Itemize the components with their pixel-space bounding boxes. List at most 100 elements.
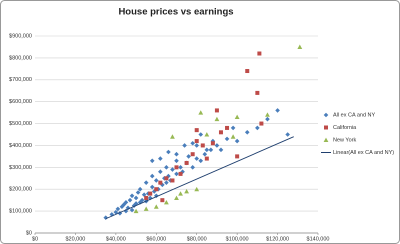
point xyxy=(143,206,149,211)
chart-title: House prices vs earnings xyxy=(118,7,233,18)
legend-label: Linear(All ex CA and NY) xyxy=(333,150,394,156)
point xyxy=(255,90,260,95)
point xyxy=(133,201,139,206)
point xyxy=(182,143,187,148)
point xyxy=(198,110,204,115)
point xyxy=(194,139,199,144)
point xyxy=(123,200,129,205)
point xyxy=(135,190,141,195)
point xyxy=(158,169,163,175)
point xyxy=(113,209,119,215)
point xyxy=(174,195,179,200)
point xyxy=(166,149,171,155)
point xyxy=(297,44,303,49)
point xyxy=(234,114,240,119)
y-tick-label: $100,000 xyxy=(9,209,32,215)
point xyxy=(265,116,270,122)
y-tick-label: $0 xyxy=(26,230,32,236)
legend-label: All ex CA and NY xyxy=(333,112,376,118)
y-tick-label: $600,000 xyxy=(9,99,32,105)
point xyxy=(204,132,210,137)
point xyxy=(214,116,220,122)
point xyxy=(115,206,121,212)
point xyxy=(200,143,205,148)
point xyxy=(259,121,264,126)
point xyxy=(129,193,135,199)
point xyxy=(164,176,169,181)
point xyxy=(103,215,109,220)
x-tick-label: $100,000 xyxy=(226,236,249,242)
y-tick-label: $800,000 xyxy=(9,55,32,61)
point xyxy=(186,154,191,159)
point xyxy=(166,173,171,179)
legend-marker xyxy=(324,125,328,130)
point xyxy=(149,173,155,179)
legend-label: California xyxy=(333,125,357,131)
y-tick-label: $900,000 xyxy=(9,33,32,39)
point xyxy=(194,143,200,148)
point xyxy=(218,130,223,135)
point xyxy=(178,165,183,170)
point xyxy=(174,171,179,177)
point xyxy=(174,158,179,164)
point xyxy=(225,125,230,130)
point xyxy=(156,186,161,192)
point xyxy=(117,211,123,216)
x-tick-label: $40,000 xyxy=(106,236,126,242)
point xyxy=(174,165,179,170)
y-tick-label: $400,000 xyxy=(9,143,32,149)
point xyxy=(202,151,208,157)
x-tick-label: $140,000 xyxy=(307,236,330,242)
point xyxy=(133,195,139,201)
point xyxy=(158,156,163,161)
point xyxy=(285,132,290,137)
point xyxy=(234,138,240,144)
x-tick-label: $120,000 xyxy=(266,236,289,242)
point xyxy=(164,165,169,170)
point xyxy=(168,178,173,183)
point xyxy=(109,212,115,217)
point xyxy=(178,191,183,196)
point xyxy=(214,143,220,148)
legend-marker xyxy=(323,112,329,118)
y-tick-label: $300,000 xyxy=(9,165,32,171)
point xyxy=(190,140,195,146)
point xyxy=(214,108,219,113)
point xyxy=(210,141,215,146)
point xyxy=(174,151,179,157)
legend-label: New York xyxy=(333,137,356,143)
point xyxy=(204,156,209,161)
x-tick-label: $80,000 xyxy=(187,236,207,242)
point xyxy=(160,198,165,203)
point xyxy=(257,51,262,56)
point xyxy=(153,178,159,183)
x-tick-label: $0 xyxy=(32,236,38,242)
point xyxy=(129,207,135,213)
point xyxy=(143,180,149,185)
point xyxy=(153,193,159,199)
point xyxy=(170,178,175,183)
y-tick-label: $500,000 xyxy=(9,121,32,127)
point xyxy=(170,134,175,139)
point xyxy=(198,132,204,137)
point xyxy=(149,184,155,190)
point xyxy=(184,160,189,165)
y-tick-label: $200,000 xyxy=(9,187,32,193)
point xyxy=(204,147,210,153)
trend-line xyxy=(105,136,294,220)
point xyxy=(153,204,159,209)
point xyxy=(121,202,127,207)
point xyxy=(163,199,169,205)
point xyxy=(244,130,250,135)
point xyxy=(265,112,270,117)
y-tick-label: $700,000 xyxy=(9,77,32,83)
point xyxy=(184,189,190,194)
point xyxy=(180,169,185,175)
point xyxy=(224,136,230,142)
point xyxy=(275,108,280,113)
point xyxy=(148,191,153,196)
point xyxy=(137,186,143,192)
point xyxy=(255,125,260,131)
point xyxy=(145,191,151,196)
